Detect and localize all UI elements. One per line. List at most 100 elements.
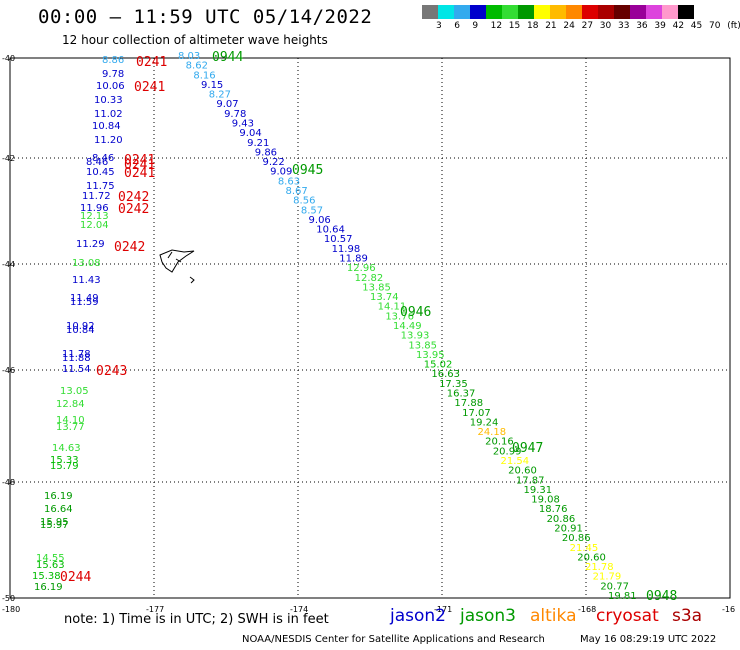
satellite-legend-item: cryosat (596, 606, 659, 626)
swh-value-label: 20.99 (493, 446, 522, 457)
color-scale-label: 18 (527, 21, 539, 31)
swh-value-label: 9.22 (262, 157, 284, 168)
color-scale-label: 33 (618, 21, 630, 31)
color-scale-swatch (422, 5, 438, 19)
swh-value-label: 11.75 (86, 181, 115, 192)
swh-value-label: 16.37 (447, 389, 476, 400)
color-scale-label: 3 (436, 21, 442, 31)
swh-value-label: 21.54 (501, 456, 530, 467)
map-grid (10, 58, 730, 598)
swh-value-label: 15.97 (40, 520, 69, 531)
pass-time-label: 0241 (124, 153, 155, 168)
color-scale (422, 5, 694, 19)
satellite-legend-item: jason2 (390, 606, 446, 626)
swh-value-label: 19.24 (470, 417, 499, 428)
swh-value-label: 8.86 (102, 55, 124, 66)
map-frame (9, 57, 731, 599)
latitude-label: -44 (2, 260, 15, 269)
swh-value-label: 12.82 (355, 273, 384, 284)
swh-value-label: 11.02 (94, 109, 123, 120)
swh-value-label: 20.60 (577, 552, 606, 563)
swh-value-label: 8.67 (286, 186, 308, 197)
swh-value-label: 11.98 (332, 244, 361, 255)
swh-value-label: 10.84 (92, 121, 121, 132)
pass-time-label: 0242 (118, 190, 149, 205)
longitude-label: -16 (722, 605, 735, 614)
swh-value-label: 17.88 (454, 398, 483, 409)
pass-time-label: 0243 (96, 364, 127, 379)
swh-value-label: 21.79 (593, 572, 622, 583)
swh-value-label: 11.49 (70, 293, 99, 304)
satellite-legend-item: altika (530, 606, 577, 626)
swh-value-label: 15.79 (50, 461, 79, 472)
color-scale-label: (ft) (727, 21, 740, 31)
swh-value-label: 16.64 (44, 504, 73, 515)
pass-time-label: 0944 (212, 50, 243, 65)
swh-value-label: 14.10 (56, 415, 85, 426)
swh-value-label: 24.18 (477, 427, 506, 438)
color-scale-swatch (486, 5, 502, 19)
color-scale-label: 27 (581, 21, 594, 31)
credit-line: NOAA/NESDIS Center for Satellite Applica… (242, 634, 545, 645)
swh-value-label: 9.07 (216, 99, 238, 110)
swh-value-label: 8.46 (86, 157, 108, 168)
color-scale-swatch (582, 5, 598, 19)
satellite-legend-item: jason3 (460, 606, 516, 626)
color-scale-label: 9 (472, 21, 479, 31)
pass-time-labels: 0241024102410241024102420242024202430244… (60, 50, 677, 604)
latitude-label: -42 (2, 154, 15, 163)
color-scale-swatch (678, 5, 694, 19)
color-scale-swatch (550, 5, 566, 19)
latitude-label: -50 (2, 594, 15, 603)
swh-value-label: 20.77 (600, 581, 629, 592)
island-outline (159, 249, 195, 284)
track-2-values: 8.038.628.169.158.279.079.789.439.049.21… (178, 51, 637, 602)
swh-value-label: 20.86 (562, 533, 591, 544)
swh-value-label: 14.11 (378, 302, 407, 313)
swh-value-label: 21.45 (570, 543, 599, 554)
color-scale-swatch (502, 5, 518, 19)
color-scale-swatch (534, 5, 550, 19)
swh-value-label: 10.84 (66, 325, 95, 336)
color-scale-label: 39 (654, 21, 666, 31)
swh-value-label: 13.05 (60, 386, 89, 397)
swh-value-label: 11.89 (339, 254, 368, 265)
color-scale-label: 21 (545, 21, 557, 31)
swh-value-label: 8.56 (293, 196, 315, 207)
pass-time-label: 0241 (136, 55, 167, 70)
page-subtitle: 12 hour collection of altimeter wave hei… (62, 33, 328, 47)
latitude-label: -48 (2, 478, 15, 487)
swh-value-label: 9.09 (270, 167, 292, 178)
map-tick-labels: -40 -42 -44 -46 -48 -50 -180 -177 -174 -171 -168 -1… (2, 54, 735, 614)
swh-value-label: 13.85 (362, 282, 391, 293)
footer-note: note: 1) Time is in UTC; 2) SWH is in fe… (64, 612, 329, 627)
swh-value-label: 9.43 (232, 119, 254, 130)
satellite-legend-item: s3a (672, 606, 703, 626)
longitude-label: -177 (146, 605, 164, 614)
swh-value-label: 9.86 (255, 147, 277, 158)
color-scale-swatch (662, 5, 678, 19)
swh-value-label: 13.76 (385, 311, 414, 322)
swh-value-label: 16.19 (44, 491, 73, 502)
color-scale-labels: 3 6 9 12 15 18 21 24 27 30 33 36 39 42 45 70 (ft) (422, 21, 740, 33)
swh-value-label: 18.76 (539, 504, 568, 515)
swh-value-label: 11.59 (70, 297, 99, 308)
color-scale-label: 12 (490, 21, 503, 31)
swh-value-label: 10.06 (96, 81, 125, 92)
swh-value-label: 10.57 (324, 234, 353, 245)
swh-value-label: 11.54 (62, 364, 91, 375)
swh-value-label: 19.81 (608, 591, 637, 602)
longitude-label: -171 (434, 605, 452, 614)
swh-value-label: 11.78 (62, 349, 91, 360)
swh-value-label: 8.03 (178, 51, 200, 62)
swh-value-label: 9.78 (224, 109, 246, 120)
swh-value-label: 12.04 (80, 220, 109, 231)
swh-value-label: 8.27 (209, 90, 231, 101)
latitude-label: -46 (2, 366, 15, 375)
pass-time-label: 0945 (292, 163, 323, 178)
pass-time-label: 0946 (400, 305, 431, 320)
color-scale-swatch (454, 5, 470, 19)
color-scale-swatch (518, 5, 534, 19)
color-scale-swatch (438, 5, 454, 19)
swh-value-label: 8.63 (278, 176, 300, 187)
